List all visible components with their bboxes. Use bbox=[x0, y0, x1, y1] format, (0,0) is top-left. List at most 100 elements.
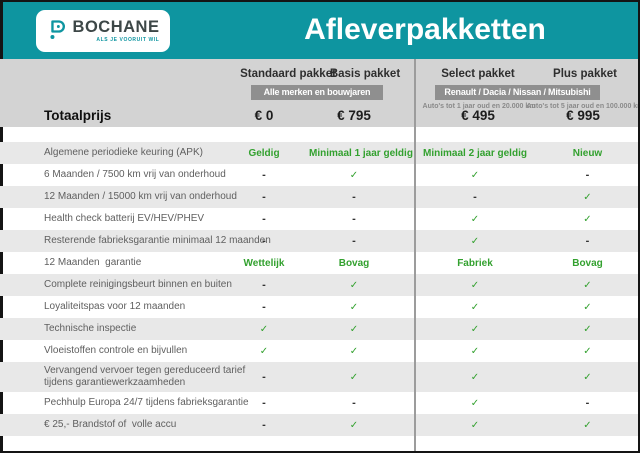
table-row: 6 Maanden / 7500 km vrij van onderhoud -… bbox=[0, 164, 638, 186]
total-price-label: Totaalprijs bbox=[44, 108, 112, 123]
feature-value-plus: ✓ bbox=[583, 345, 592, 357]
feature-label: 12 Maanden / 15000 km vrij van onderhoud bbox=[44, 191, 237, 202]
feature-value-basis: - bbox=[352, 397, 356, 409]
feature-value-select: ✓ bbox=[470, 345, 480, 357]
package-note-select: Auto's tot 1 jaar oud en 20.000 km bbox=[422, 103, 536, 110]
feature-value-select: ✓ bbox=[470, 213, 480, 225]
feature-value-basis: - bbox=[352, 213, 356, 225]
pricing-header-band: Standaard pakket Basis pakket Select pak… bbox=[0, 59, 638, 127]
feature-value-select: ✓ bbox=[470, 279, 480, 291]
price-basis: € 795 bbox=[337, 108, 371, 123]
bochane-logo: BOCHANE ALS JE VOORUIT WIL bbox=[36, 10, 170, 52]
feature-value-standaard: - bbox=[262, 397, 266, 409]
feature-value-basis: ✓ bbox=[349, 371, 359, 383]
feature-value-basis: ✓ bbox=[349, 345, 359, 357]
feature-value-select: ✓ bbox=[470, 301, 480, 313]
feature-label: Technische inspectie bbox=[44, 323, 137, 334]
feature-value-standaard: ✓ bbox=[259, 323, 269, 335]
feature-value-standaard: - bbox=[262, 169, 266, 181]
feature-value-plus: ✓ bbox=[583, 371, 592, 383]
feature-value-select: ✓ bbox=[470, 323, 480, 335]
table-row: Pechhulp Europa 24/7 tijdens fabrieksgar… bbox=[0, 392, 638, 414]
feature-value-basis: - bbox=[352, 235, 356, 247]
table-row: Resterende fabrieksgarantie minimaal 12 … bbox=[0, 230, 638, 252]
feature-value-standaard: - bbox=[262, 279, 266, 291]
table-row: Algemene periodieke keuring (APK) Geldig… bbox=[0, 142, 638, 164]
column-header-standaard: Standaard pakket bbox=[240, 68, 336, 80]
feature-value-select: ✓ bbox=[470, 419, 480, 431]
feature-value-select: ✓ bbox=[470, 371, 480, 383]
feature-label: 6 Maanden / 7500 km vrij van onderhoud bbox=[44, 169, 226, 180]
column-group-divider bbox=[414, 59, 416, 451]
logo-tagline: ALS JE VOORUIT WIL bbox=[96, 37, 160, 43]
feature-value-plus: ✓ bbox=[583, 279, 592, 291]
feature-value-standaard: - bbox=[262, 419, 266, 431]
group-banner-all-brands: Alle merken en bouwjaren bbox=[251, 85, 383, 100]
feature-label: Pechhulp Europa 24/7 tijdens fabrieksgar… bbox=[44, 397, 249, 408]
feature-label: € 25,- Brandstof of volle accu bbox=[44, 419, 177, 430]
feature-value-plus: ✓ bbox=[583, 419, 592, 431]
feature-value-basis: ✓ bbox=[349, 279, 359, 291]
feature-value-plus: ✓ bbox=[583, 323, 592, 335]
feature-label: Resterende fabrieksgarantie minimaal 12 … bbox=[44, 235, 271, 246]
logo-text-block: BOCHANE ALS JE VOORUIT WIL bbox=[72, 18, 160, 44]
feature-value-select: - bbox=[473, 191, 477, 203]
left-border-strip bbox=[0, 2, 3, 451]
table-row: 12 Maanden / 15000 km vrij van onderhoud… bbox=[0, 186, 638, 208]
feature-value-standaard: ✓ bbox=[259, 345, 269, 357]
table-row: € 25,- Brandstof of volle accu - ✓ ✓ ✓ bbox=[0, 414, 638, 436]
feature-value-select: Fabriek bbox=[457, 257, 493, 269]
feature-value-standaard: - bbox=[262, 235, 266, 247]
group-banner-renault-group: Renault / Dacia / Nissan / Mitsubishi bbox=[435, 85, 600, 100]
column-header-select: Select pakket bbox=[441, 68, 515, 80]
feature-value-plus: - bbox=[585, 235, 590, 247]
package-note-plus: Auto's tot 5 jaar oud en 100.000 km bbox=[526, 103, 640, 110]
table-row: Vloeistoffen controle en bijvullen ✓ ✓ ✓… bbox=[0, 340, 638, 362]
feature-value-basis: ✓ bbox=[349, 301, 359, 313]
bochane-logo-icon bbox=[49, 19, 65, 39]
column-header-basis: Basis pakket bbox=[329, 68, 401, 80]
feature-value-plus: Nieuw bbox=[572, 147, 603, 159]
feature-label: 12 Maanden garantie bbox=[44, 257, 142, 268]
table-row: Health check batterij EV/HEV/PHEV - - ✓ … bbox=[0, 208, 638, 230]
logo-name: BOCHANE bbox=[72, 18, 160, 36]
feature-value-basis: Bovag bbox=[338, 257, 370, 269]
table-row: Technische inspectie ✓ ✓ ✓ ✓ bbox=[0, 318, 638, 340]
feature-value-plus: - bbox=[585, 169, 590, 181]
feature-value-select: ✓ bbox=[470, 397, 480, 409]
feature-label: Loyaliteitspas voor 12 maanden bbox=[44, 301, 186, 312]
table-row: Complete reinigingsbeurt binnen en buite… bbox=[0, 274, 638, 296]
feature-value-standaard: - bbox=[262, 371, 266, 383]
price-select: € 495 bbox=[461, 108, 495, 123]
table-row: Loyaliteitspas voor 12 maanden - ✓ ✓ ✓ bbox=[0, 296, 638, 318]
feature-value-select: Minimaal 2 jaar geldig bbox=[423, 147, 527, 159]
feature-value-plus: ✓ bbox=[583, 301, 592, 313]
feature-value-select: ✓ bbox=[470, 235, 480, 247]
feature-label: Health check batterij EV/HEV/PHEV bbox=[44, 213, 205, 224]
feature-value-standaard: Geldig bbox=[248, 147, 280, 159]
feature-value-plus: - bbox=[585, 397, 590, 409]
feature-value-standaard: - bbox=[262, 301, 266, 313]
feature-value-basis: ✓ bbox=[349, 169, 359, 181]
top-header: BOCHANE ALS JE VOORUIT WIL Afleverpakket… bbox=[0, 2, 638, 59]
feature-value-standaard: - bbox=[262, 191, 266, 203]
price-plus: € 995 bbox=[566, 108, 600, 123]
feature-value-plus: ✓ bbox=[583, 213, 592, 225]
feature-value-standaard: - bbox=[262, 213, 266, 225]
feature-table: Algemene periodieke keuring (APK) Geldig… bbox=[0, 142, 638, 436]
feature-label: Algemene periodieke keuring (APK) bbox=[44, 147, 203, 158]
feature-value-basis: Minimaal 1 jaar geldig bbox=[309, 147, 413, 159]
feature-value-basis: - bbox=[352, 191, 356, 203]
feature-label: Complete reinigingsbeurt binnen en buite… bbox=[44, 279, 232, 290]
column-header-plus: Plus pakket bbox=[553, 68, 617, 80]
price-standaard: € 0 bbox=[254, 108, 274, 123]
table-row: 12 Maanden garantie Wettelijk Bovag Fabr… bbox=[0, 252, 638, 274]
feature-value-select: ✓ bbox=[470, 169, 480, 181]
feature-value-basis: ✓ bbox=[349, 323, 359, 335]
page-title: Afleverpakketten bbox=[304, 13, 546, 46]
feature-value-plus: ✓ bbox=[583, 191, 592, 203]
feature-label: Vervangend vervoer tegen gereduceerd tar… bbox=[44, 365, 246, 388]
feature-value-standaard: Wettelijk bbox=[243, 257, 285, 269]
feature-value-plus: Bovag bbox=[572, 257, 603, 269]
